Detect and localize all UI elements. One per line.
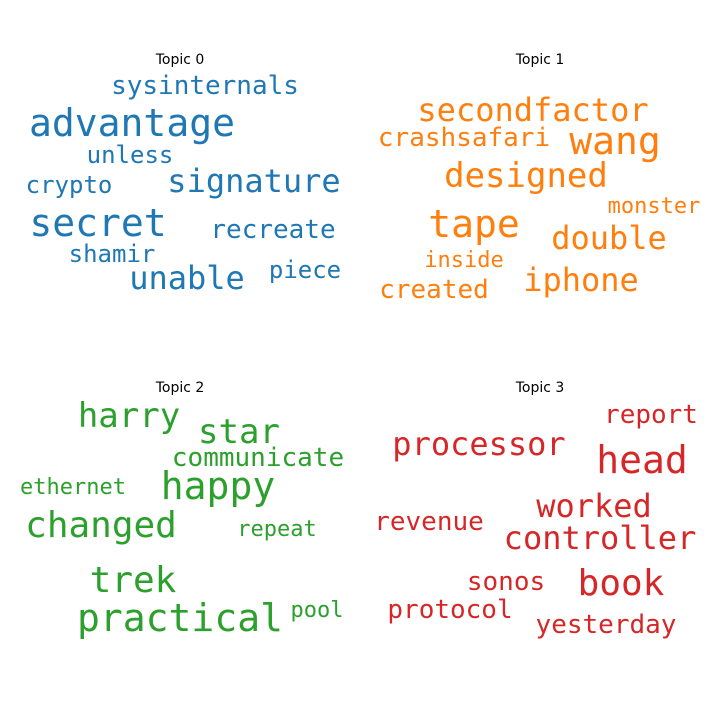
topic-1-panel: Topic 1 tape wang designed secondfactor doub… (360, 0, 720, 360)
topic-3-word-worked: worked (536, 487, 652, 525)
topic-3-word-processor: processor (392, 425, 566, 463)
topic-1-word-created: created (379, 275, 489, 305)
topic-0-word-shamir: shamir (68, 240, 156, 268)
topic-1-word-inside: inside (424, 248, 504, 273)
topic-1-word-double: double (551, 219, 667, 257)
topic-0-word-crypto: crypto (25, 171, 113, 199)
topic-2-word-harry: harry (77, 396, 181, 436)
topic-1-word-crashsafari: crashsafari (377, 123, 551, 153)
topic-1-title: Topic 1 (515, 52, 565, 68)
topic-3-word-head: head (596, 438, 688, 482)
topic-1-word-iphone: iphone (523, 261, 639, 299)
topic-3-word-revenue: revenue (374, 507, 484, 537)
topic-2-word-trek: trek (89, 560, 177, 601)
topic-1-word-secondfactor: secondfactor (417, 91, 649, 129)
topic-3-word-report: report (604, 400, 698, 430)
topic-2-word-communicate: communicate (171, 443, 345, 473)
topic-2-word-practical: practical (77, 596, 283, 640)
topic-3-panel: Topic 3 head book controller worked processo… (360, 328, 720, 688)
topic-3-word-sonos: sonos (466, 567, 546, 597)
topic-3-word-yesterday: yesterday (535, 610, 677, 640)
topic-0-word-secret: secret (29, 201, 167, 245)
topic-2-panel: Topic 2 practical happy changed trek harry st… (0, 328, 360, 688)
topic-2-word-happy: happy (160, 464, 276, 508)
topic-0-word-recreate: recreate (210, 215, 336, 245)
topic-0-panel: Topic 0 advantage secret signature unable sy… (0, 0, 360, 360)
topic-0-word-advantage: advantage (29, 101, 235, 145)
topic-2-title: Topic 2 (155, 380, 205, 396)
topic-0-word-signature: signature (167, 162, 341, 200)
topic-3-word-protocol: protocol (387, 595, 513, 625)
topic-2-word-repeat: repeat (237, 517, 317, 542)
topic-0-word-piece: piece (268, 256, 342, 284)
topic-1-word-tape: tape (428, 202, 520, 246)
topic-3-title: Topic 3 (515, 380, 565, 396)
topic-0-word-unable: unable (129, 259, 245, 297)
topic-2-word-changed: changed (25, 505, 177, 546)
topic-1-word-wang: wang (569, 119, 661, 163)
topic-3-word-book: book (577, 563, 665, 604)
topic-2-word-star: star (198, 412, 280, 452)
topic-2-word-pool: pool (290, 598, 344, 623)
topic-3-word-controller: controller (503, 519, 697, 557)
topic-0-word-sysinternals: sysinternals (111, 71, 299, 101)
topic-0-word-unless: unless (86, 141, 174, 169)
topic-1-word-monster: monster (607, 194, 701, 219)
topic-2-word-ethernet: ethernet (20, 475, 126, 500)
topic-1-word-designed: designed (444, 156, 608, 196)
topic-0-title: Topic 0 (155, 52, 205, 68)
